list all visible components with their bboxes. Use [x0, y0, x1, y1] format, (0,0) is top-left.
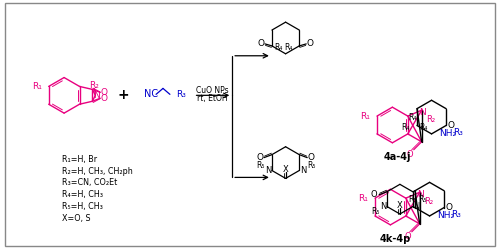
- Text: O: O: [308, 153, 314, 162]
- Text: R₅: R₅: [307, 161, 316, 170]
- Text: R₅: R₅: [418, 195, 427, 204]
- Text: N: N: [418, 190, 424, 199]
- Text: O: O: [404, 232, 411, 241]
- Text: NH₂: NH₂: [440, 129, 456, 138]
- Text: O: O: [256, 153, 264, 162]
- Text: N: N: [265, 166, 271, 175]
- Text: R₄: R₄: [408, 113, 416, 122]
- Text: R₃: R₃: [451, 210, 461, 219]
- Text: R₅: R₅: [256, 161, 264, 170]
- Text: R₂: R₂: [90, 81, 100, 90]
- Text: R₃: R₃: [176, 90, 186, 99]
- Text: NH₂: NH₂: [438, 211, 454, 220]
- Text: R₄=H, CH₃: R₄=H, CH₃: [62, 190, 103, 199]
- Text: R₂=H, CH₃, CH₂ph: R₂=H, CH₃, CH₂ph: [62, 167, 133, 176]
- Text: 4a-4j: 4a-4j: [384, 152, 411, 162]
- Text: R₁=H, Br: R₁=H, Br: [62, 155, 97, 164]
- Text: rt, EtOH: rt, EtOH: [197, 94, 228, 103]
- Text: X=O, S: X=O, S: [62, 214, 90, 223]
- Text: R₅=H, CH₃: R₅=H, CH₃: [62, 202, 103, 211]
- Text: R₁: R₁: [360, 112, 370, 121]
- Text: R₂: R₂: [426, 115, 435, 124]
- Text: N: N: [380, 202, 386, 211]
- Text: R₅: R₅: [371, 207, 380, 216]
- Text: R₁: R₁: [32, 82, 42, 91]
- Text: NC: NC: [144, 89, 158, 99]
- Text: R₄: R₄: [420, 124, 428, 132]
- Text: R₃=CN, CO₂Et: R₃=CN, CO₂Et: [62, 178, 118, 187]
- Text: CuO NPs: CuO NPs: [196, 86, 228, 95]
- Text: X: X: [397, 201, 403, 210]
- Text: R₄: R₄: [284, 43, 293, 52]
- Text: N: N: [420, 108, 426, 117]
- Text: O: O: [100, 88, 107, 97]
- Text: X: X: [282, 165, 288, 174]
- Text: O: O: [446, 203, 452, 212]
- Text: O: O: [258, 39, 264, 48]
- Text: O: O: [406, 150, 413, 159]
- Text: O: O: [448, 121, 454, 130]
- Text: R₂: R₂: [424, 197, 433, 206]
- Text: N: N: [414, 202, 420, 211]
- Text: R₃: R₃: [453, 128, 463, 137]
- Text: N: N: [300, 166, 306, 175]
- Text: O: O: [306, 39, 314, 48]
- Text: R₄: R₄: [401, 123, 409, 132]
- Text: R₁: R₁: [358, 194, 368, 203]
- Text: 4k-4p: 4k-4p: [380, 234, 411, 244]
- Text: +: +: [118, 88, 129, 102]
- Text: O: O: [100, 94, 107, 103]
- Text: R₄: R₄: [274, 43, 283, 52]
- Text: O: O: [371, 190, 378, 199]
- Text: R₅: R₅: [408, 195, 416, 204]
- Text: N: N: [93, 91, 100, 100]
